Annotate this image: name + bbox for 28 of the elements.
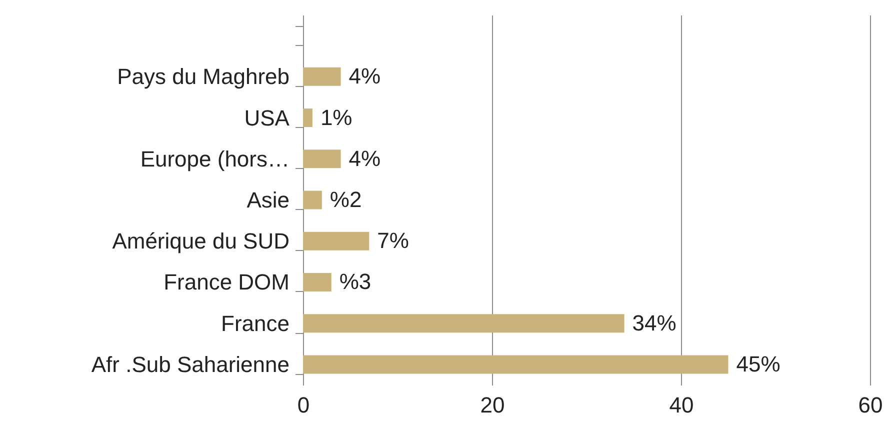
data-label: 34%	[632, 310, 676, 336]
y-tick-label: France	[221, 310, 290, 336]
x-tick-label: 0	[297, 392, 310, 418]
x-tick-label: 40	[669, 392, 694, 418]
bar	[303, 67, 341, 86]
bar	[303, 190, 322, 210]
y-tick-label: Asie	[246, 188, 290, 212]
bar	[303, 355, 728, 374]
y-tick-label: France DOM	[164, 270, 290, 295]
data-label: %2	[330, 187, 362, 212]
y-tick-label: USA	[244, 105, 290, 130]
bar	[303, 108, 312, 128]
data-label: 1%	[320, 104, 352, 130]
data-label: 7%	[377, 228, 409, 254]
data-label: %3	[339, 269, 372, 294]
x-tick-label: 60	[858, 392, 883, 418]
y-tick-label: Amérique du SUD	[112, 228, 290, 254]
y-tick-label: Afr .Sub Saharienne	[91, 352, 290, 377]
bar	[303, 232, 370, 250]
y-tick-label: Pays du Maghreb	[117, 64, 290, 90]
y-tick-label: Europe (hors…	[140, 146, 290, 172]
bar	[303, 150, 341, 168]
bar	[303, 314, 624, 333]
bar	[303, 272, 332, 292]
data-label: 45%	[736, 351, 780, 376]
data-label: 4%	[348, 64, 381, 89]
data-label: 4%	[348, 146, 381, 171]
x-tick-label: 20	[480, 392, 505, 418]
